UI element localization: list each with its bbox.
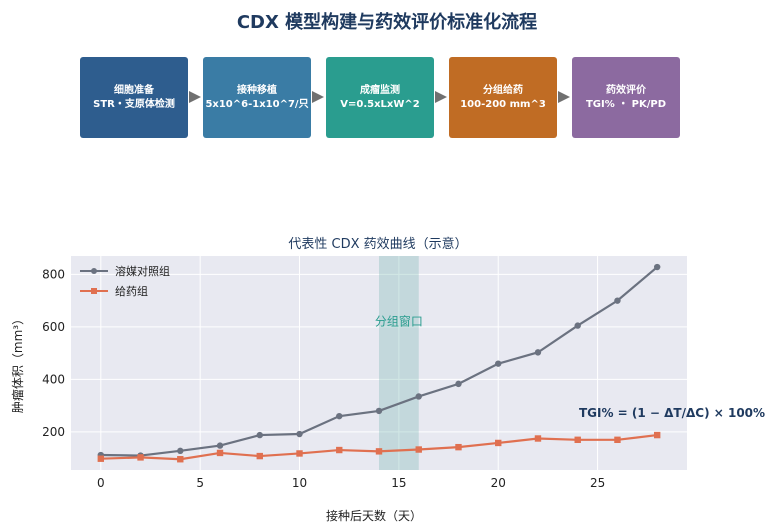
plot-area bbox=[71, 256, 687, 470]
data-point bbox=[455, 380, 462, 388]
step-detail: 100-200 mm^3 bbox=[460, 98, 546, 110]
y-axis-label: 肿瘤体积（mm³） bbox=[10, 313, 25, 413]
data-point bbox=[455, 443, 462, 451]
step-title: 成瘤监测 bbox=[360, 84, 400, 96]
y-tick-label: 400 bbox=[42, 372, 65, 386]
arrow-icon bbox=[435, 91, 447, 103]
data-point bbox=[256, 452, 263, 460]
data-point bbox=[653, 263, 661, 271]
grouping-window-label: 分组窗口 bbox=[375, 315, 423, 329]
data-point bbox=[534, 435, 542, 442]
data-point bbox=[216, 442, 224, 449]
x-axis-label: 接种后天数（天） bbox=[326, 508, 422, 523]
data-point bbox=[97, 455, 105, 462]
step-title: 细胞准备 bbox=[114, 84, 154, 96]
step-cell-prep: 细胞准备 STR・支原体检测 bbox=[80, 57, 188, 138]
data-point bbox=[574, 436, 581, 444]
data-point bbox=[574, 322, 581, 329]
workflow-diagram: 细胞准备 STR・支原体检测 接种移植 5x10^6-1x10^7/只 成瘤监测… bbox=[0, 0, 774, 150]
x-tick-label: 20 bbox=[491, 476, 506, 490]
data-point bbox=[216, 449, 224, 457]
data-point bbox=[177, 456, 184, 463]
y-tick-label: 600 bbox=[42, 320, 65, 334]
step-grouping-dosing: 分组给药 100-200 mm^3 bbox=[449, 57, 557, 138]
step-detail: 5x10^6-1x10^7/只 bbox=[205, 98, 309, 110]
data-point bbox=[296, 430, 303, 438]
data-point bbox=[614, 297, 621, 304]
data-point bbox=[653, 431, 661, 439]
arrow-icon bbox=[558, 91, 570, 103]
data-point bbox=[336, 446, 343, 454]
data-point bbox=[336, 412, 343, 420]
page-title: CDX 模型构建与药效评价标准化流程 bbox=[236, 12, 538, 33]
arrow-icon bbox=[312, 91, 324, 103]
step-title: 接种移植 bbox=[237, 84, 277, 96]
data-point bbox=[415, 446, 422, 453]
step-title: 药效评价 bbox=[606, 84, 646, 96]
data-point bbox=[375, 448, 383, 455]
data-point bbox=[296, 450, 303, 457]
step-tumor-monitoring: 成瘤监测 V=0.5xLxW^2 bbox=[326, 57, 434, 138]
data-point bbox=[177, 447, 184, 455]
step-detail: STR・支原体检测 bbox=[93, 98, 175, 110]
legend-marker-treated bbox=[91, 288, 97, 294]
data-point bbox=[415, 393, 422, 400]
x-tick-label: 0 bbox=[97, 476, 105, 490]
step-detail: V=0.5xLxW^2 bbox=[340, 98, 420, 110]
y-tick-label: 200 bbox=[42, 425, 65, 439]
legend-label-treated: 给药组 bbox=[115, 284, 148, 298]
data-point bbox=[375, 407, 383, 415]
x-tick-label: 25 bbox=[590, 476, 605, 490]
y-tick-label: 800 bbox=[42, 267, 65, 281]
step-title: 分组给药 bbox=[483, 84, 523, 96]
data-point bbox=[614, 436, 621, 444]
step-inoculation: 接种移植 5x10^6-1x10^7/只 bbox=[203, 57, 311, 138]
step-efficacy-eval: 药效评价 TGI% ・ PK/PD bbox=[572, 57, 680, 138]
x-tick-label: 15 bbox=[391, 476, 406, 490]
x-tick-label: 10 bbox=[292, 476, 307, 490]
step-detail: TGI% ・ PK/PD bbox=[585, 98, 667, 110]
data-point bbox=[256, 431, 263, 439]
arrow-icon bbox=[189, 91, 201, 103]
grouping-window-band bbox=[379, 256, 419, 470]
chart-title: 代表性 CDX 药效曲线（示意） bbox=[288, 236, 467, 252]
x-tick-label: 5 bbox=[196, 476, 204, 490]
tgi-formula-annotation: TGI% = (1 − ΔT/ΔC) × 100% bbox=[579, 406, 765, 420]
legend-label-control: 溶媒对照组 bbox=[115, 264, 170, 278]
legend-marker-control bbox=[91, 268, 97, 274]
data-point bbox=[495, 360, 502, 367]
legend: 溶媒对照组 给药组 bbox=[80, 264, 170, 298]
data-point bbox=[137, 454, 144, 461]
data-point bbox=[534, 349, 542, 356]
data-point bbox=[495, 439, 502, 447]
